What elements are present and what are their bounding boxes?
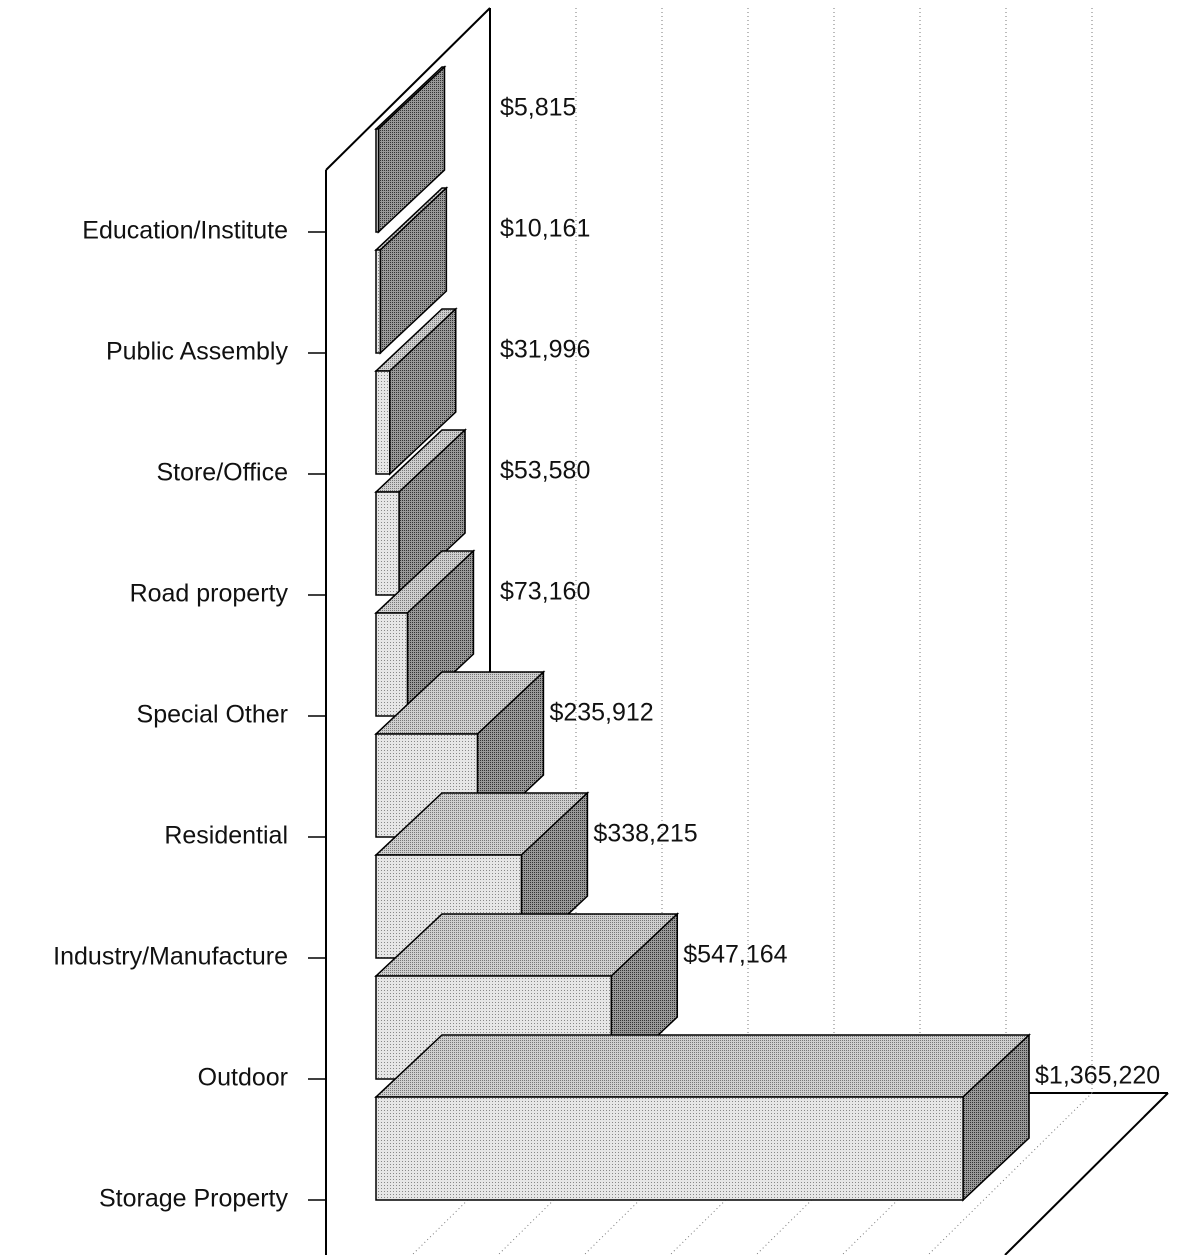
value-label: $547,164 [683,941,787,969]
floor-grid-line [411,1092,577,1255]
value-label: $1,365,220 [1035,1062,1160,1090]
bar [375,491,400,596]
bar [375,128,380,233]
value-label: $5,815 [500,94,576,122]
value-label: $338,215 [593,820,697,848]
y-tick-label: Education/Institute [82,217,288,245]
bar [375,612,409,717]
y-tick-label: Road property [130,580,289,608]
bar [375,370,391,475]
y-tick-label: Store/Office [156,459,288,487]
value-label: $235,912 [549,699,653,727]
bar [375,249,382,354]
floor-grid-line [583,1092,749,1255]
y-tick-label: Residential [164,822,288,850]
floor-grid-line [497,1092,663,1255]
floor-grid-line [841,1092,1007,1255]
bar [375,1096,964,1201]
value-label: $53,580 [500,457,590,485]
floor-grid-line [755,1092,921,1255]
y-tick-label: Storage Property [99,1185,288,1213]
y-tick-label: Public Assembly [106,338,289,366]
y-tick-label: Industry/Manufacture [53,943,288,971]
bar-top [374,1034,1031,1098]
y-tick-label: Special Other [137,701,288,729]
value-label: $31,996 [500,336,590,364]
floor-grid-line [927,1092,1093,1255]
value-label: $73,160 [500,578,590,606]
value-label: $10,161 [500,215,590,243]
y-tick-label: Outdoor [198,1064,288,1092]
floor-grid-line [669,1092,835,1255]
